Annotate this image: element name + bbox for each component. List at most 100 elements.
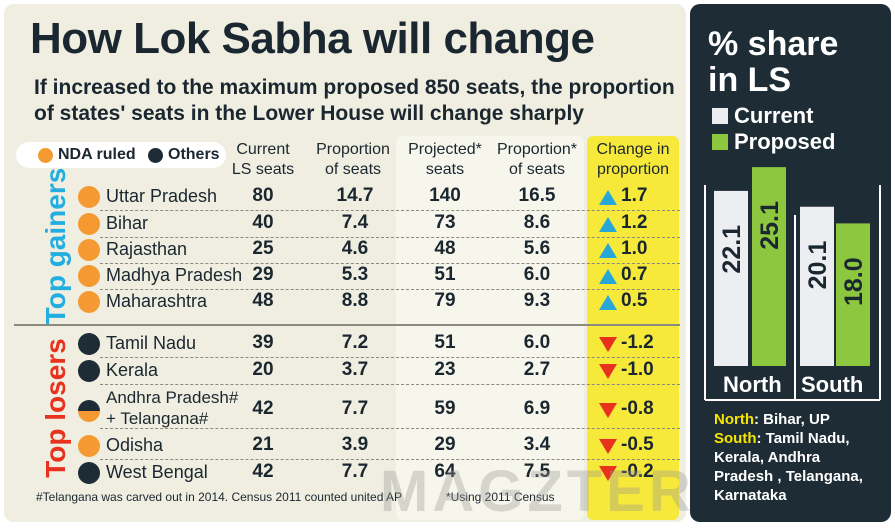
- cell-prop: 8.8: [341, 290, 369, 311]
- up-triangle-icon: [599, 269, 617, 284]
- proposed-swatch: [712, 134, 728, 150]
- cell-prop2: 8.6: [523, 212, 551, 233]
- row-divider: [100, 210, 680, 211]
- cell-change: 1.2: [621, 212, 648, 233]
- cell-change: -0.5: [621, 434, 654, 455]
- north-note: North: Bihar, UP: [714, 410, 830, 429]
- cell-change: -1.2: [621, 332, 654, 353]
- current-swatch: [712, 108, 728, 124]
- state-name: Tamil Nadu: [106, 333, 197, 353]
- header-change: Change in proportion: [596, 141, 670, 178]
- party-dot: [78, 265, 100, 287]
- cell-change: -1.0: [621, 359, 654, 380]
- down-triangle-icon: [599, 337, 617, 352]
- cell-projected: 79: [434, 290, 456, 311]
- cell-current: 21: [252, 434, 274, 455]
- down-triangle-icon: [599, 364, 617, 379]
- down-triangle-icon: [599, 403, 617, 418]
- cell-prop2: 16.5: [518, 185, 556, 206]
- party-dot: [78, 400, 100, 422]
- projected-column-band: [396, 136, 584, 520]
- row-divider: [100, 237, 680, 238]
- cell-current: 80: [252, 185, 274, 206]
- row-divider: [100, 459, 680, 460]
- party-dot: [78, 186, 100, 208]
- row-divider: [100, 263, 680, 264]
- others-legend-label: Others: [168, 146, 220, 163]
- south-note: South: Tamil Nadu, Kerala, Andhra Prades…: [714, 429, 863, 505]
- cell-prop: 14.7: [336, 185, 374, 206]
- cell-prop2: 9.3: [523, 290, 551, 311]
- cell-prop2: 5.6: [523, 238, 551, 259]
- up-triangle-icon: [599, 243, 617, 258]
- cell-prop: 4.6: [341, 238, 369, 259]
- cell-prop2: 6.9: [523, 398, 551, 419]
- table-row: Odisha 21 3.9 29 3.4 -0.5: [68, 434, 678, 460]
- south-note-line-4: Karnataka: [714, 487, 787, 504]
- cell-current: 25: [252, 238, 274, 259]
- table-row: Kerala 20 3.7 23 2.7 -1.0: [68, 359, 678, 385]
- cell-projected: 29: [434, 434, 456, 455]
- state-name: Maharashtra: [106, 291, 208, 311]
- party-dot: [78, 291, 100, 313]
- state-name: Andhra Pradesh# + Telangana#: [106, 388, 239, 428]
- header-proportion-projected: Proportion* of seats: [496, 141, 578, 178]
- south-note-key: South: [714, 430, 757, 447]
- up-triangle-icon: [599, 295, 617, 310]
- cell-projected: 64: [434, 461, 456, 482]
- cell-current: 40: [252, 212, 274, 233]
- proposed-legend-label: Proposed: [734, 129, 836, 154]
- cell-change: 0.7: [621, 264, 648, 285]
- row-divider: [100, 384, 680, 385]
- cell-prop2: 2.7: [523, 359, 551, 380]
- header-current: Current LS seats: [231, 141, 295, 178]
- cell-current: 29: [252, 264, 274, 285]
- party-dot: [78, 435, 100, 457]
- cell-change: 1.0: [621, 238, 648, 259]
- table-row: Tamil Nadu 39 7.2 51 6.0 -1.2: [68, 332, 678, 358]
- subtitle-line-1: If increased to the maximum proposed 850…: [34, 76, 675, 99]
- cell-current: 39: [252, 332, 274, 353]
- cell-projected: 59: [434, 398, 456, 419]
- table-row: Madhya Pradesh 29 5.3 51 6.0 0.7: [68, 264, 678, 290]
- cell-prop: 7.7: [341, 461, 369, 482]
- cell-projected: 48: [434, 238, 456, 259]
- cell-projected: 73: [434, 212, 456, 233]
- state-name: Bihar: [106, 213, 149, 233]
- cell-prop: 5.3: [341, 264, 369, 285]
- state-name: Rajasthan: [106, 239, 188, 259]
- group-divider: [14, 324, 680, 326]
- others-legend-dot: [148, 148, 163, 163]
- row-divider: [100, 357, 680, 358]
- table-row: Rajasthan 25 4.6 48 5.6 1.0: [68, 238, 678, 264]
- table-row: Uttar Pradesh 80 14.7 140 16.5 1.7: [68, 185, 678, 211]
- category-north: North: [723, 372, 782, 397]
- category-south: South: [801, 372, 864, 397]
- state-name: Madhya Pradesh: [106, 265, 243, 285]
- state-name: West Bengal: [106, 462, 208, 482]
- cell-prop: 7.4: [341, 212, 369, 233]
- cell-prop2: 6.0: [523, 264, 551, 285]
- table-row: Bihar 40 7.4 73 8.6 1.2: [68, 212, 678, 238]
- state-name: Kerala: [106, 360, 159, 380]
- cell-prop: 7.7: [341, 398, 369, 419]
- up-triangle-icon: [599, 217, 617, 232]
- cell-prop: 3.7: [341, 359, 369, 380]
- cell-change: -0.8: [621, 398, 654, 419]
- cell-projected: 140: [429, 185, 461, 206]
- nda-legend-dot: [38, 148, 53, 163]
- nda-legend-label: NDA ruled: [58, 146, 136, 163]
- party-dot: [78, 333, 100, 355]
- south-note-line-2: Kerala, Andhra: [714, 449, 821, 466]
- cell-change: -0.2: [621, 461, 654, 482]
- north-note-key: North: [714, 411, 754, 428]
- up-triangle-icon: [599, 190, 617, 205]
- telangana-footnote: #Telangana was carved out in 2014. Censu…: [36, 490, 403, 504]
- current-legend-label: Current: [734, 103, 814, 128]
- cell-prop2: 6.0: [523, 332, 551, 353]
- table-row: West Bengal 42 7.7 64 7.5 -0.2: [68, 461, 678, 487]
- watermark: MAGZTER: [380, 459, 695, 524]
- cell-projected: 23: [434, 359, 456, 380]
- cell-projected: 51: [434, 264, 456, 285]
- party-dot: [78, 239, 100, 261]
